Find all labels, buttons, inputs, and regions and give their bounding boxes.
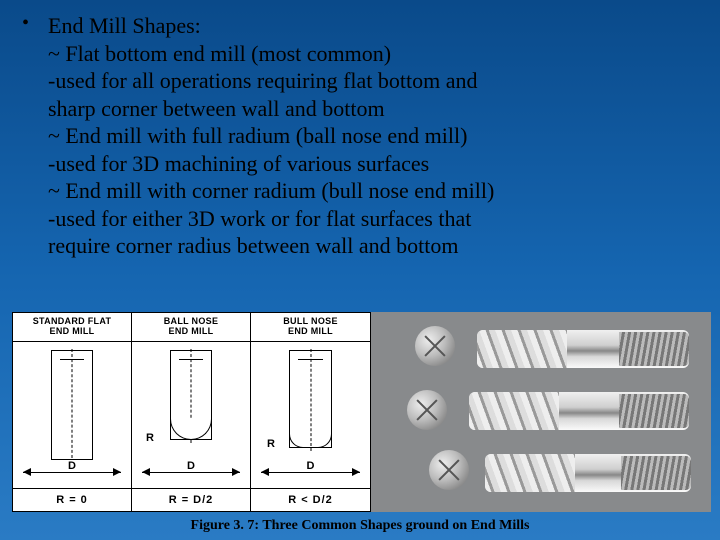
- diagram-body: R D: [251, 342, 370, 488]
- figure-caption: Figure 3. 7: Three Common Shapes ground …: [0, 518, 720, 534]
- diagram-footer: R = 0: [13, 488, 131, 511]
- corner-radius-right: [318, 434, 332, 448]
- corner-radius-left: [289, 434, 303, 448]
- dim-arrow-right: [352, 468, 360, 476]
- line-7: -used for either 3D work or for flat sur…: [48, 205, 494, 233]
- dimension-d: D: [142, 466, 240, 478]
- mill-thread: [619, 332, 689, 366]
- dim-arrow-left: [23, 468, 31, 476]
- bullet-glyph: •: [20, 12, 48, 35]
- mill-thread: [621, 456, 691, 490]
- dim-line: [142, 472, 240, 473]
- dim-label-d: D: [304, 460, 318, 472]
- diagram-footer: R = D/2: [132, 488, 250, 511]
- dim-arrow-right: [232, 468, 240, 476]
- mill-thread: [619, 394, 689, 428]
- heading: End Mill Shapes:: [48, 12, 494, 40]
- dim-arrow-left: [261, 468, 269, 476]
- tool-outline: [51, 350, 93, 460]
- diagram-body: R D: [132, 342, 250, 488]
- mill-flute: [469, 392, 559, 430]
- mill-bull: [485, 454, 691, 492]
- mill-ball: [477, 330, 689, 368]
- dim-label-d: D: [184, 460, 198, 472]
- r-label: R: [146, 432, 154, 444]
- tool-outline: [289, 350, 332, 448]
- tool-outline: [170, 350, 212, 440]
- diagram-title: BULL NOSEEND MILL: [251, 313, 370, 342]
- centerline: [310, 349, 311, 451]
- diagram-panel: STANDARD FLATEND MILL D R = 0 BALL NOSEE…: [12, 312, 371, 512]
- photo-panel: [371, 312, 711, 512]
- text-block: End Mill Shapes: ~ Flat bottom end mill …: [48, 12, 494, 260]
- dim-label-d: D: [65, 460, 79, 472]
- mill-flute: [485, 454, 575, 492]
- dim-line: [23, 472, 121, 473]
- ball-tip: [170, 418, 212, 440]
- endview-flat: [407, 390, 447, 430]
- diagram-col-ball: BALL NOSEEND MILL R D R = D/2: [132, 313, 251, 511]
- dim-arrow-right: [113, 468, 121, 476]
- diagram-title: BALL NOSEEND MILL: [132, 313, 250, 342]
- mill-flat: [469, 392, 689, 430]
- figure-row: STANDARD FLATEND MILL D R = 0 BALL NOSEE…: [12, 312, 711, 512]
- line-1: ~ Flat bottom end mill (most common): [48, 40, 494, 68]
- dimension-d: D: [23, 466, 121, 478]
- bullet-row: • End Mill Shapes: ~ Flat bottom end mil…: [20, 12, 700, 260]
- diagram-footer: R < D/2: [251, 488, 370, 511]
- line-3: sharp corner between wall and bottom: [48, 95, 494, 123]
- dim-arrow-left: [142, 468, 150, 476]
- diagram-col-bull: BULL NOSEEND MILL R D R < D/2: [251, 313, 370, 511]
- line-4: ~ End mill with full radium (ball nose e…: [48, 122, 494, 150]
- line-8: require corner radius between wall and b…: [48, 232, 494, 260]
- endview-bull: [429, 450, 469, 490]
- r-label: R: [267, 438, 275, 450]
- line-2: -used for all operations requiring flat …: [48, 67, 494, 95]
- dim-line: [261, 472, 360, 473]
- line-5: -used for 3D machining of various surfac…: [48, 150, 494, 178]
- slide-content: • End Mill Shapes: ~ Flat bottom end mil…: [0, 0, 720, 260]
- diagram-title: STANDARD FLATEND MILL: [13, 313, 131, 342]
- diagram-body: D: [13, 342, 131, 488]
- line-6: ~ End mill with corner radium (bull nose…: [48, 177, 494, 205]
- diagram-col-flat: STANDARD FLATEND MILL D R = 0: [13, 313, 132, 511]
- dimension-d: D: [261, 466, 360, 478]
- mill-flute: [477, 330, 567, 368]
- centerline: [72, 349, 73, 463]
- endview-ball: [415, 326, 455, 366]
